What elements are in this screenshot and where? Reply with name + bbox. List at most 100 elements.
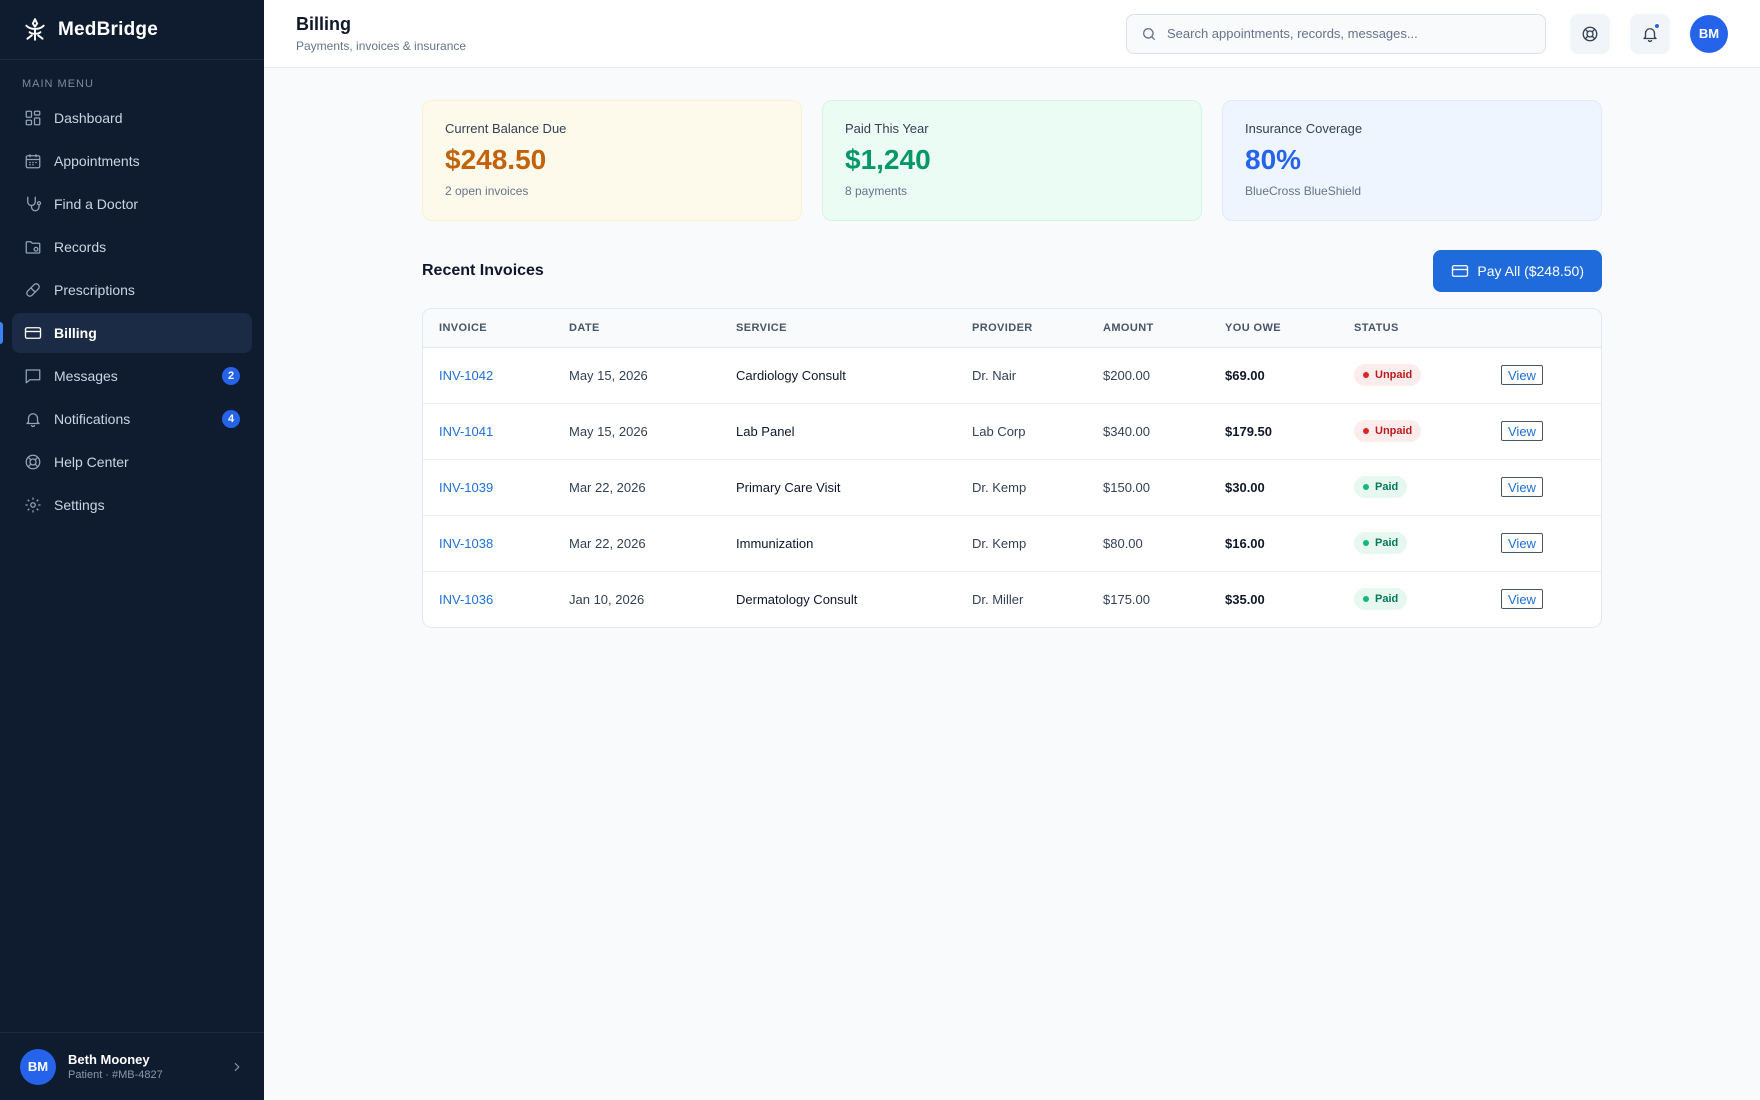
column-header[interactable]: PROVIDER — [956, 309, 1087, 348]
lifebuoy-icon — [24, 453, 42, 471]
invoice-provider: Dr. Kemp — [956, 515, 1087, 572]
view-invoice-button[interactable]: View — [1501, 533, 1543, 553]
status-badge: Unpaid — [1354, 420, 1422, 442]
invoice-id-link[interactable]: INV-1042 — [439, 367, 494, 383]
pill-icon — [24, 281, 42, 299]
status-dot — [1363, 596, 1369, 603]
help-button[interactable] — [1570, 13, 1610, 54]
invoice-amount: $80.00 — [1087, 515, 1209, 572]
pay-all-label: Pay All ($248.50) — [1477, 263, 1584, 279]
invoice-service: Immunization — [720, 515, 956, 572]
notifications-count-badge: 4 — [222, 410, 240, 428]
status-badge: Paid — [1354, 588, 1408, 611]
table-row: INV-1038 Mar 22, 2026 Immunization Dr. K… — [423, 515, 1601, 572]
sidebar-item-appointments[interactable]: Appointments — [12, 141, 252, 181]
sidebar-item-help-center[interactable]: Help Center — [12, 442, 252, 482]
view-invoice-button[interactable]: View — [1501, 589, 1543, 610]
sidebar-nav: Dashboard Appointments Find a Doctor Rec… — [0, 98, 264, 528]
user-profile[interactable]: BM Beth Mooney Patient · #MB-4827 — [0, 1032, 264, 1100]
status-dot — [1363, 372, 1369, 378]
invoice-id-link[interactable]: INV-1036 — [439, 591, 494, 607]
sidebar-item-label: Messages — [54, 368, 118, 384]
user-patient-id: Patient · #MB-4827 — [68, 1069, 163, 1081]
invoice-provider: Dr. Miller — [972, 591, 1024, 607]
invoice-date: Mar 22, 2026 — [553, 515, 720, 572]
invoice-provider: Dr. Kemp — [956, 459, 1087, 516]
table-row: INV-1042 May 15, 2026 Cardiology Consult… — [423, 347, 1601, 404]
chevron-right-icon — [234, 1062, 240, 1071]
pay-all-button[interactable]: Pay All ($248.50) — [1433, 250, 1602, 292]
table-header-row: INVOICE DATE SERVICE PROVIDER AMOUNT YOU… — [423, 309, 1601, 348]
stethoscope-icon — [24, 195, 42, 213]
sidebar-item-prescriptions[interactable]: Prescriptions — [12, 270, 252, 310]
brand-name: MedBridge — [58, 18, 158, 40]
paid-this-year-card: Paid This Year $1,240 8 payments — [822, 100, 1202, 221]
user-info: Beth Mooney Patient · #MB-4827 — [68, 1052, 230, 1081]
column-header[interactable]: DATE — [553, 309, 720, 348]
column-header[interactable]: SERVICE — [720, 309, 956, 348]
sidebar-item-label: Help Center — [54, 454, 129, 470]
status-badge: Paid — [1354, 532, 1408, 554]
page-subtitle: Payments, invoices & insurance — [296, 39, 467, 53]
view-invoice-button[interactable]: View — [1501, 365, 1543, 385]
sidebar-item-label: Records — [54, 239, 107, 255]
invoice-amount: $150.00 — [1087, 459, 1209, 516]
invoice-you-owe: $30.00 — [1209, 459, 1338, 516]
header-avatar[interactable]: BM — [1690, 14, 1728, 53]
bell-icon — [24, 410, 42, 428]
notifications-button[interactable] — [1630, 13, 1670, 54]
card-label: Paid This Year — [845, 121, 929, 136]
status-label: Paid — [1375, 481, 1399, 493]
sidebar-item-messages[interactable]: Messages 2 — [12, 356, 252, 396]
search-input[interactable] — [1167, 26, 1531, 41]
brand[interactable]: MedBridge — [0, 0, 264, 60]
sidebar-item-billing[interactable]: Billing — [0, 313, 252, 353]
messages-count-badge: 2 — [222, 367, 240, 385]
invoice-provider: Lab Corp — [956, 403, 1087, 460]
table-row: INV-1036 Jan 10, 2026 Dermatology Consul… — [423, 571, 1601, 627]
column-header — [1485, 309, 1601, 348]
invoice-you-owe: $16.00 — [1209, 515, 1338, 572]
main-menu-label: MAIN MENU — [22, 78, 94, 90]
card-sub: BlueCross BlueShield — [1245, 184, 1362, 198]
card-value: 80% — [1245, 144, 1302, 175]
sidebar-item-records[interactable]: Records — [12, 227, 252, 267]
bell-icon — [1643, 27, 1657, 42]
sidebar-item-label: Appointments — [54, 153, 140, 169]
view-invoice-button[interactable]: View — [1501, 477, 1543, 497]
main-content: Current Balance Due $248.50 2 open invoi… — [422, 100, 1602, 628]
invoice-service: Lab Panel — [720, 403, 956, 460]
sidebar-item-label: Find a Doctor — [54, 196, 139, 212]
notification-dot — [1654, 22, 1660, 29]
sidebar-item-notifications[interactable]: Notifications 4 — [12, 399, 252, 439]
column-header[interactable]: AMOUNT — [1087, 309, 1209, 348]
folder-icon — [24, 238, 42, 256]
credit-card-icon — [1452, 265, 1469, 277]
sidebar-item-label: Dashboard — [54, 110, 123, 126]
column-header[interactable]: STATUS — [1338, 309, 1485, 348]
search-box[interactable] — [1126, 13, 1546, 54]
sidebar-item-dashboard[interactable]: Dashboard — [12, 98, 252, 138]
sidebar-item-find-a-doctor[interactable]: Find a Doctor — [12, 184, 252, 224]
lifebuoy-icon — [1582, 26, 1598, 41]
column-header[interactable]: INVOICE — [423, 309, 553, 348]
card-label: Current Balance Due — [445, 121, 567, 136]
medbridge-logo-icon — [25, 17, 45, 41]
invoice-service: Dermatology Consult — [736, 591, 858, 607]
invoice-id-link[interactable]: INV-1039 — [439, 479, 494, 495]
invoice-amount: $175.00 — [1103, 591, 1150, 607]
sidebar: MedBridge MAIN MENU Dashboard Appointmen… — [0, 0, 264, 1100]
view-invoice-button[interactable]: View — [1501, 421, 1543, 441]
status-dot — [1363, 540, 1369, 546]
invoice-amount: $200.00 — [1087, 347, 1209, 404]
sidebar-item-label: Notifications — [54, 411, 131, 427]
invoice-provider: Dr. Nair — [956, 347, 1087, 404]
column-header[interactable]: YOU OWE — [1209, 309, 1338, 348]
invoice-id-link[interactable]: INV-1038 — [439, 535, 494, 551]
sidebar-item-settings[interactable]: Settings — [12, 485, 252, 525]
top-header: Billing Payments, invoices & insurance B… — [264, 0, 1760, 68]
invoice-id-link[interactable]: INV-1041 — [439, 423, 494, 439]
sidebar-item-label: Prescriptions — [54, 282, 135, 298]
card-sub: 8 payments — [845, 184, 908, 198]
page-title: Billing — [296, 14, 351, 34]
